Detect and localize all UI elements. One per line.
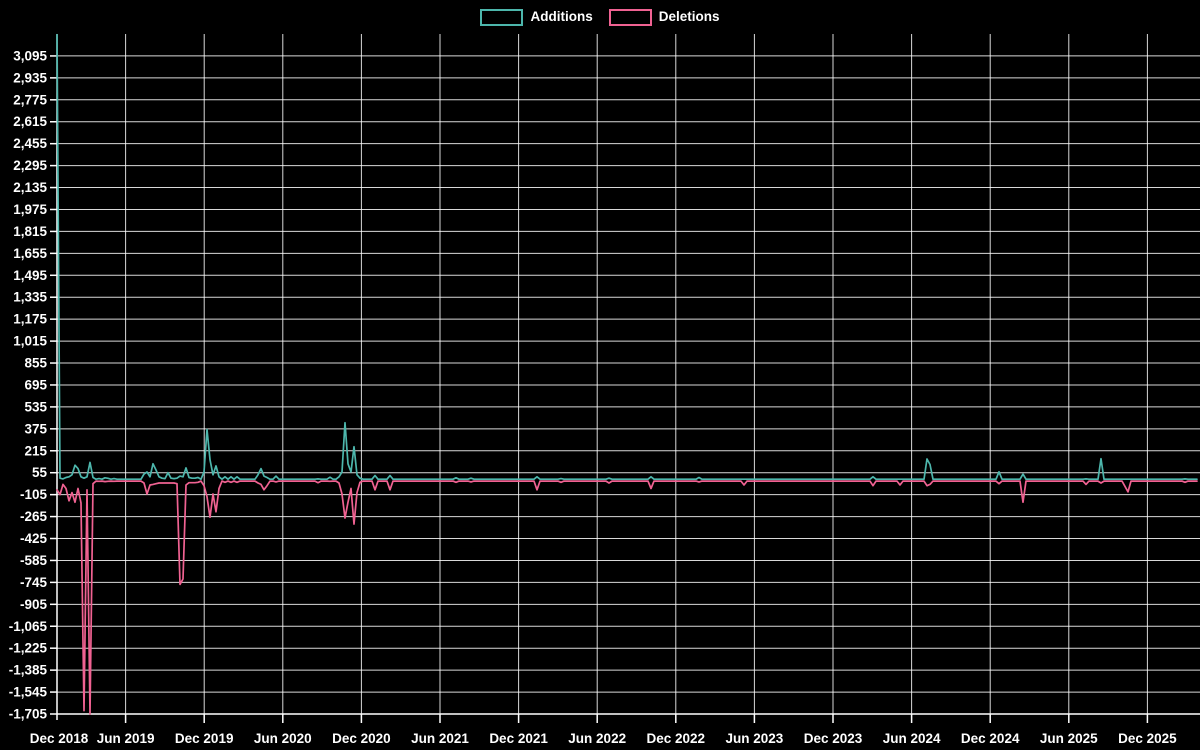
- gridlines: [57, 34, 1200, 715]
- x-tick-label: Dec 2020: [332, 731, 391, 746]
- x-tick-label: Jun 2024: [883, 731, 941, 746]
- additions-legend-label: Additions: [530, 9, 593, 24]
- y-tick-label: 1,335: [13, 290, 47, 305]
- deletions-line: [56, 480, 1198, 715]
- x-tick-label: Jun 2020: [254, 731, 312, 746]
- y-tick-label: 215: [24, 443, 47, 458]
- x-tick-label: Dec 2024: [961, 731, 1020, 746]
- y-tick-label: 1,655: [13, 246, 47, 261]
- x-tick-label: Dec 2023: [804, 731, 863, 746]
- y-tick-label: 1,015: [13, 334, 47, 349]
- y-tick-label: 375: [24, 421, 47, 436]
- y-tick-label: 695: [24, 377, 47, 392]
- x-tick-label: Dec 2019: [175, 731, 234, 746]
- y-tick-label: -1,545: [9, 685, 48, 700]
- y-tick-label: 1,815: [13, 224, 47, 239]
- legend-item-deletions[interactable]: Deletions: [608, 8, 720, 26]
- x-tick-label: Jun 2023: [726, 731, 784, 746]
- y-tick-label: -745: [20, 575, 48, 590]
- y-tick-label: -585: [20, 553, 48, 568]
- x-tick-label: Jun 2021: [411, 731, 469, 746]
- y-tick-label: 3,095: [13, 48, 47, 63]
- x-tick-label: Dec 2022: [647, 731, 706, 746]
- y-tick-label: 1,975: [13, 202, 47, 217]
- y-tick-label: -1,065: [9, 619, 48, 634]
- x-tick-label: Dec 2025: [1118, 731, 1177, 746]
- y-tick-label: 55: [32, 465, 48, 480]
- x-tick-label: Jun 2025: [1040, 731, 1098, 746]
- y-tick-label: -1,385: [9, 663, 48, 678]
- x-tick-label: Jun 2019: [97, 731, 155, 746]
- y-axis-labels: 3,095 2,935 2,775 2,615 2,455 2,295 2,135 1,975…: [9, 48, 48, 721]
- additions-swatch: [480, 8, 524, 26]
- y-tick-label: -425: [20, 531, 48, 546]
- y-tick-label: 2,615: [13, 114, 47, 129]
- y-tick-label: 2,135: [13, 180, 47, 195]
- axis-lines: [50, 34, 1200, 723]
- x-axis-labels: Dec 2018 Jun 2019 Dec 2019 Jun 2020 Dec 2020…: [30, 731, 1177, 746]
- y-tick-label: 535: [24, 399, 47, 414]
- y-tick-label: 2,455: [13, 136, 47, 151]
- y-tick-label: 855: [24, 356, 47, 371]
- legend-item-additions[interactable]: Additions: [480, 8, 593, 26]
- y-tick-label: -1,705: [9, 707, 48, 722]
- additions-line: [56, 33, 1198, 481]
- x-tick-label: Dec 2018: [30, 731, 89, 746]
- deletions-legend-label: Deletions: [658, 9, 720, 24]
- y-tick-label: 1,495: [13, 268, 47, 283]
- y-tick-label: -265: [20, 509, 48, 524]
- x-tick-label: Jun 2022: [568, 731, 626, 746]
- y-tick-label: 2,935: [13, 70, 47, 85]
- y-tick-label: 2,775: [13, 92, 47, 107]
- deletions-swatch: [608, 8, 652, 26]
- y-tick-label: 1,175: [13, 312, 47, 327]
- y-tick-label: 2,295: [13, 158, 47, 173]
- x-tick-label: Dec 2021: [489, 731, 548, 746]
- y-tick-label: -1,225: [9, 641, 48, 656]
- y-tick-label: -105: [20, 487, 48, 502]
- y-tick-label: -905: [20, 597, 48, 612]
- chart-legend: Additions Deletions: [0, 8, 1200, 26]
